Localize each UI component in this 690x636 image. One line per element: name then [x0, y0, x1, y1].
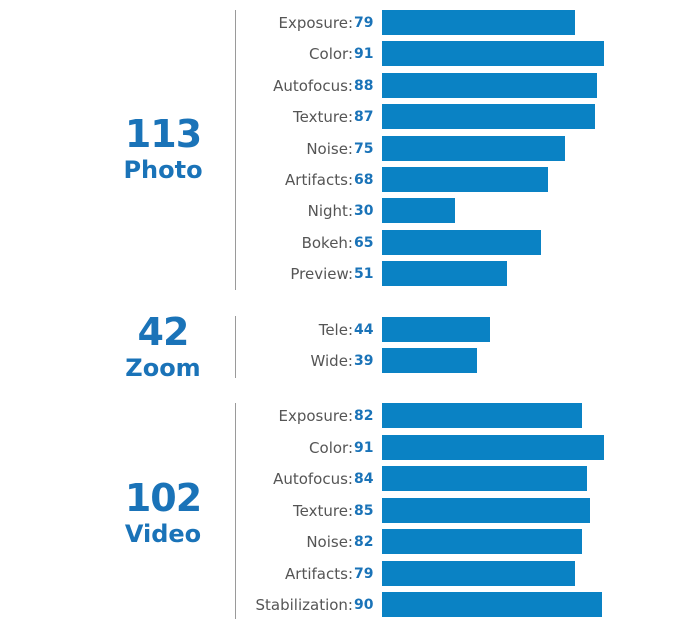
- zoom-score-block: 42 Zoom: [98, 310, 228, 382]
- video-metric-value: 85: [354, 502, 374, 519]
- video-metric-label: Stabilization:: [255, 596, 353, 614]
- photo-metric-value: 30: [354, 203, 374, 220]
- video-metric-label: Texture:: [293, 501, 353, 520]
- photo-metric-value: 65: [354, 234, 374, 251]
- video-metric-label: Noise:: [306, 533, 353, 551]
- photo-metric-value: 88: [354, 77, 374, 94]
- photo-row: Bokeh: 65: [236, 228, 690, 258]
- photo-metric-label: Artifacts:: [285, 171, 353, 189]
- video-bar: [382, 592, 602, 617]
- photo-row: Exposure: 79: [236, 8, 690, 38]
- photo-score: 113: [124, 112, 202, 156]
- video-category-label: Video: [124, 520, 202, 548]
- photo-category-label: Photo: [123, 156, 203, 184]
- video-metric-label: Autofocus:: [273, 470, 353, 488]
- video-metric-label: Exposure:: [278, 407, 354, 425]
- photo-metric-value: 79: [354, 15, 374, 31]
- video-metric-label: Artifacts:: [285, 564, 353, 583]
- photo-bar: [382, 10, 575, 35]
- photo-row: Texture: 87: [236, 102, 690, 132]
- video-row: Autofocus: 84: [236, 464, 690, 494]
- photo-bar: [382, 198, 455, 224]
- zoom-metric-label: Tele:: [318, 321, 353, 339]
- video-bar: [382, 466, 587, 491]
- photo-row: Preview: 51: [236, 259, 690, 289]
- video-row: Noise: 82: [236, 527, 690, 557]
- photo-score-block: 113 Photo: [98, 112, 228, 184]
- video-metric-value: 90: [354, 597, 374, 613]
- zoom-bar: [382, 317, 490, 342]
- photo-bar: [382, 261, 507, 287]
- photo-metric-label: Color:: [309, 45, 353, 64]
- video-metric-value: 79: [354, 565, 374, 582]
- photo-row: Noise: 75: [236, 134, 690, 164]
- zoom-bar: [382, 348, 477, 373]
- video-bar: [382, 529, 582, 554]
- photo-bar: [382, 41, 604, 67]
- video-row: Color: 91: [236, 433, 690, 463]
- video-metric-value: 82: [354, 534, 374, 550]
- zoom-row: Tele: 44: [236, 315, 690, 345]
- photo-bar: [382, 104, 595, 130]
- zoom-metric-label: Wide:: [310, 352, 353, 370]
- photo-bar: [382, 167, 548, 192]
- zoom-category-label: Zoom: [125, 354, 201, 382]
- photo-row: Autofocus: 88: [236, 71, 690, 101]
- zoom-metric-value: 39: [354, 353, 374, 369]
- photo-metric-value: 75: [354, 140, 374, 157]
- photo-metric-label: Preview:: [290, 265, 353, 284]
- photo-divider: [235, 10, 236, 290]
- photo-row: Night: 30: [236, 196, 690, 226]
- video-metric-value: 84: [354, 471, 374, 487]
- video-row: Stabilization: 90: [236, 590, 690, 620]
- photo-metric-value: 68: [354, 172, 374, 188]
- video-row: Artifacts: 79: [236, 559, 690, 589]
- photo-metric-label: Noise:: [306, 139, 353, 158]
- zoom-metric-value: 44: [354, 322, 374, 338]
- photo-metric-value: 87: [354, 109, 374, 126]
- video-row: Texture: 85: [236, 496, 690, 526]
- zoom-divider: [235, 316, 236, 378]
- video-metric-label: Color:: [309, 438, 353, 457]
- video-bar: [382, 434, 604, 460]
- photo-bar: [382, 72, 597, 98]
- video-bar: [382, 560, 575, 586]
- video-bar: [382, 497, 590, 523]
- video-row: Exposure: 82: [236, 401, 690, 431]
- photo-metric-label: Night:: [307, 202, 353, 221]
- video-divider: [235, 403, 236, 619]
- video-bar: [382, 403, 582, 428]
- photo-bar: [382, 135, 565, 161]
- photo-bar: [382, 229, 541, 255]
- photo-metric-label: Texture:: [293, 108, 353, 127]
- zoom-score: 42: [137, 310, 190, 354]
- photo-metric-value: 91: [354, 46, 374, 63]
- photo-metric-label: Bokeh:: [301, 233, 353, 252]
- zoom-row: Wide: 39: [236, 346, 690, 376]
- video-score-block: 102 Video: [98, 476, 228, 548]
- photo-metric-value: 51: [354, 266, 374, 283]
- video-metric-value: 82: [354, 408, 374, 424]
- video-score: 102: [124, 476, 202, 520]
- photo-metric-label: Exposure:: [278, 14, 354, 32]
- video-metric-value: 91: [354, 439, 374, 456]
- photo-metric-label: Autofocus:: [273, 76, 353, 95]
- photo-row: Color: 91: [236, 39, 690, 69]
- photo-row: Artifacts: 68: [236, 165, 690, 195]
